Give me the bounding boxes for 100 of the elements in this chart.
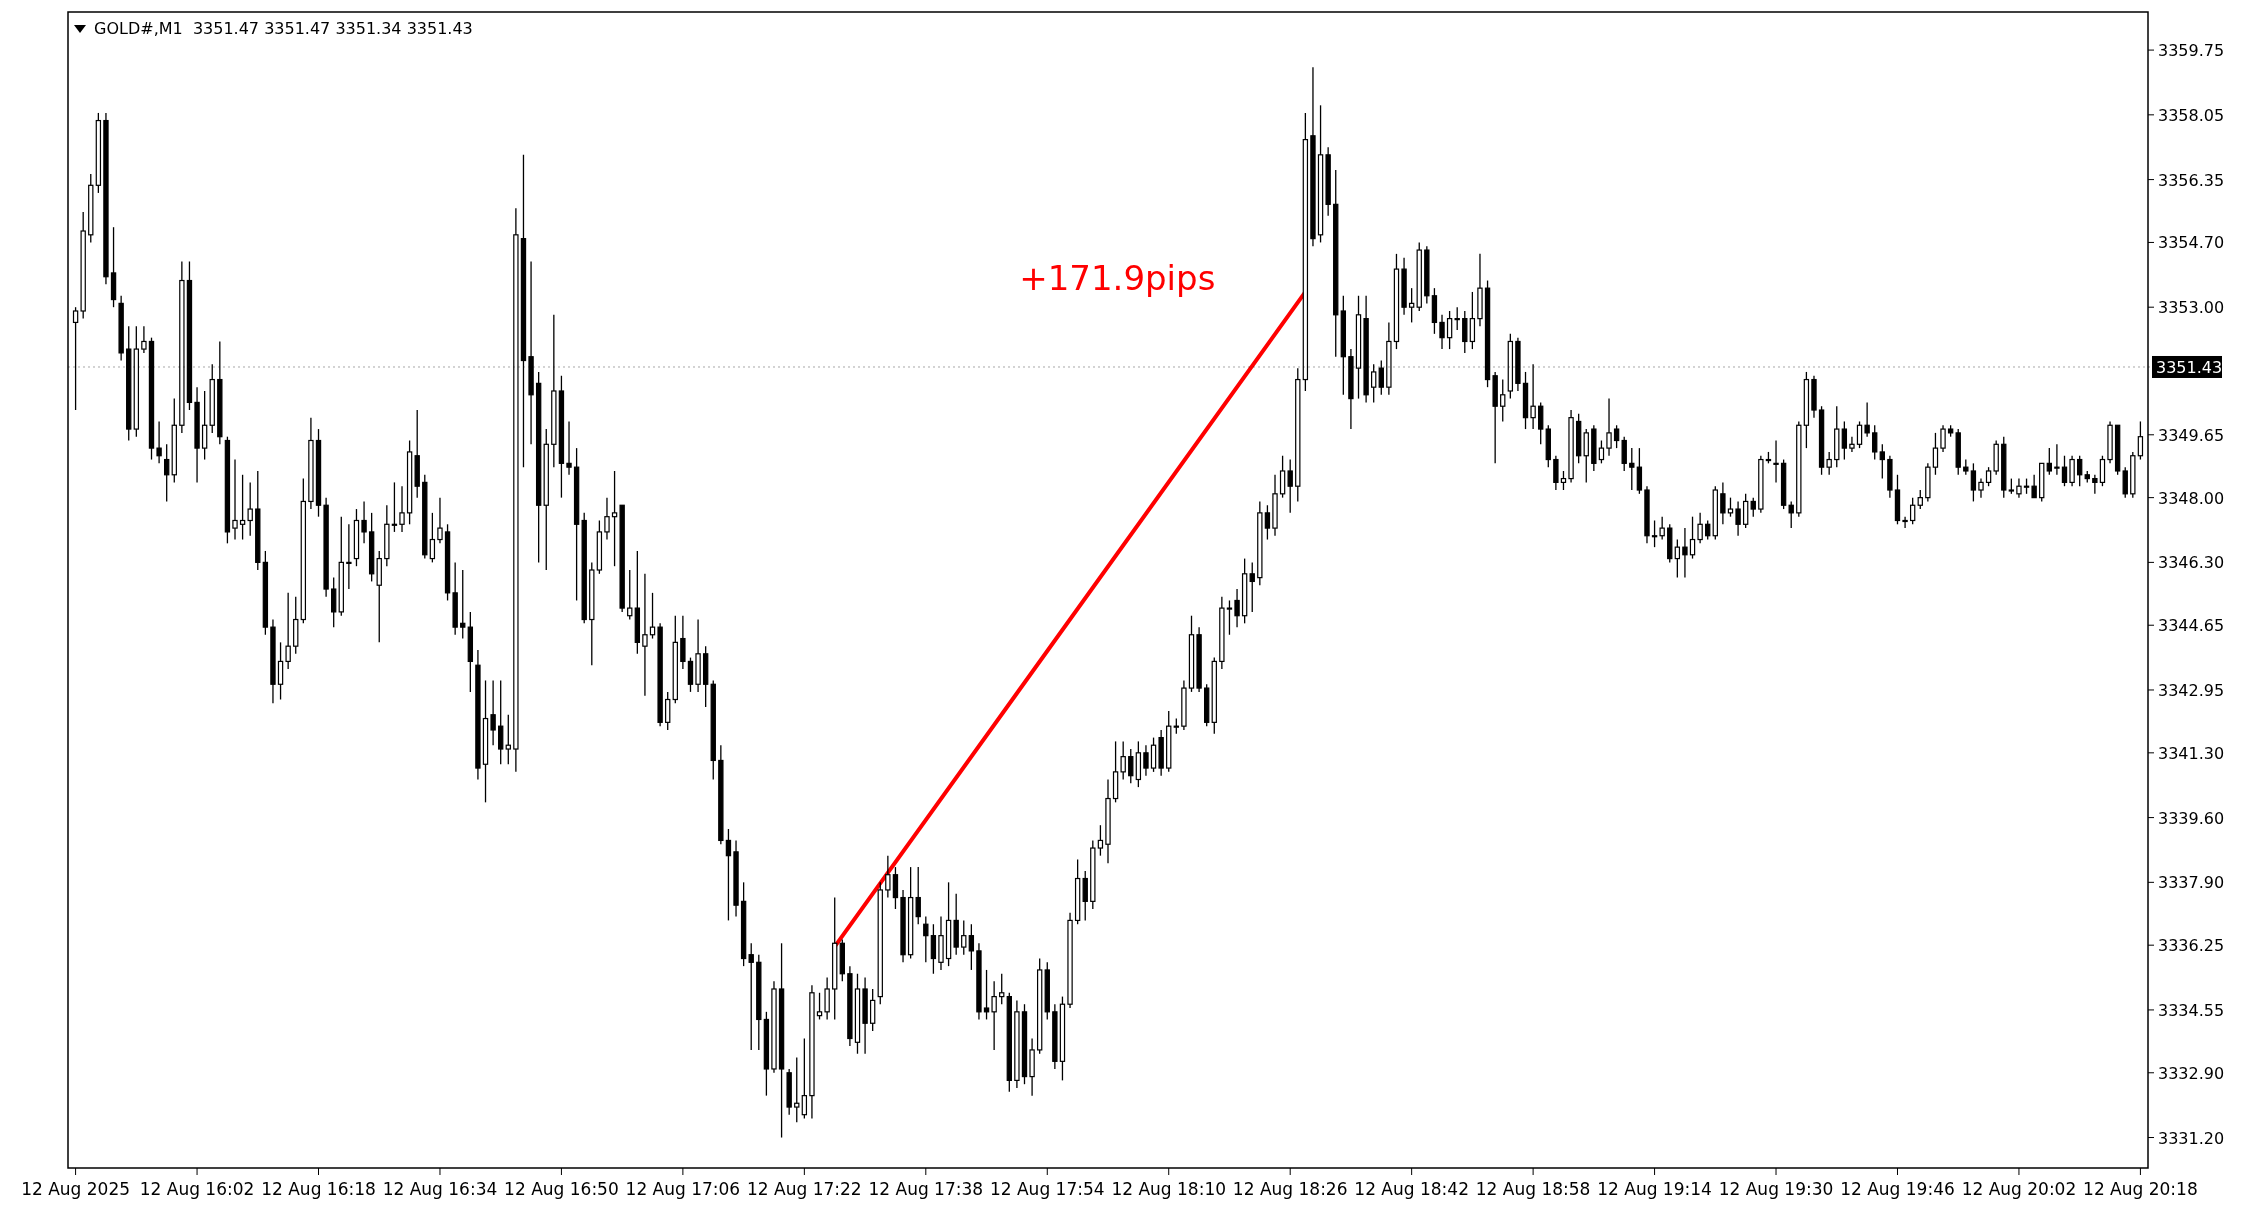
candlestick (1659, 516, 1665, 541)
candlestick (1446, 310, 1453, 350)
x-tick-label: 12 Aug 20:02 (1961, 1179, 2077, 1199)
candlestick (611, 470, 618, 567)
candlestick (1530, 363, 1536, 430)
candlestick (1249, 561, 1255, 613)
candlestick (1689, 516, 1696, 560)
y-tick-label: 3354.70 (2158, 233, 2225, 253)
x-tick-label: 12 Aug 17:06 (625, 1179, 741, 1199)
candlestick (991, 980, 997, 1051)
candlestick (999, 973, 1005, 1005)
candlestick (141, 325, 147, 354)
candlestick (391, 481, 398, 533)
candlestick (801, 1037, 808, 1120)
candlestick (201, 390, 208, 461)
candlestick (1856, 420, 1863, 449)
x-tick-label: 12 Aug 16:02 (139, 1179, 255, 1199)
candlestick (277, 641, 284, 701)
candlestick (1128, 748, 1134, 784)
candlestick (1970, 462, 1977, 503)
x-tick-label: 12 Aug 19:30 (1718, 1179, 1834, 1199)
candlestick (2046, 447, 2053, 476)
y-tick-label: 3331.20 (2158, 1128, 2225, 1148)
y-tick-label: 3356.35 (2158, 170, 2225, 190)
candlestick (1932, 432, 1939, 476)
candlestick (961, 919, 967, 956)
candlestick (2122, 466, 2128, 499)
y-tick-label: 3344.65 (2158, 616, 2225, 636)
candlestick (1750, 496, 1756, 518)
candlestick (968, 923, 975, 971)
candlestick (2031, 474, 2037, 499)
text: GOLD#,M1 3351.47 3351.47 3351.34 3351.43 (94, 19, 473, 38)
candlestick (680, 615, 686, 670)
candlestick (923, 915, 929, 963)
x-tick-label: 12 Aug 18:58 (1475, 1179, 1591, 1199)
candlestick (1538, 401, 1544, 445)
x-tick-label: 12 Aug 16:18 (261, 1179, 376, 1199)
candlestick (604, 496, 610, 541)
y-tick-label: 3342.95 (2158, 680, 2225, 700)
candlestick (2099, 455, 2106, 487)
candlestick (1143, 744, 1149, 777)
candlestick (399, 485, 405, 533)
candlestick (285, 592, 291, 670)
candlestick (156, 420, 162, 464)
candlestick (1674, 538, 1681, 579)
y-tick-label: 3341.30 (2158, 743, 2225, 763)
annotation: +171.9pips (1019, 257, 1216, 298)
y-tick-label: 3349.65 (2158, 425, 2225, 445)
candlestick (1735, 500, 1741, 537)
x-tick-label: 12 Aug 19:14 (1597, 1179, 1712, 1199)
candlestick (1636, 447, 1643, 495)
candlestick (983, 969, 990, 1021)
candlestick (1097, 824, 1104, 857)
candlestick (1849, 436, 1855, 453)
candlestick (498, 679, 504, 765)
x-tick-label: 12 Aug 18:26 (1232, 1179, 1348, 1199)
candlestick (824, 976, 830, 1021)
candlestick (649, 592, 656, 640)
candlestick (1378, 359, 1384, 396)
candlestick (460, 569, 466, 640)
candlestick (247, 481, 253, 537)
x-tick-label: 12 Aug 2025 (21, 1179, 131, 1199)
candlestick (1864, 401, 1870, 438)
candlestick (1408, 287, 1415, 324)
candlestick (1651, 519, 1658, 548)
candlestick (1727, 496, 1734, 518)
x-tick-label: 12 Aug 19:46 (1840, 1179, 1955, 1199)
x-tick-label: 12 Aug 18:42 (1354, 1179, 1469, 1199)
ref-line-label: 3351.43 (2156, 357, 2223, 377)
candlestick (2137, 420, 2144, 461)
y-tick-label: 3339.60 (2158, 808, 2225, 828)
candlestick (1697, 512, 1703, 544)
candlestick (1553, 455, 1559, 491)
candlestick (1469, 291, 1476, 350)
x-tick-label: 12 Aug 20:18 (2083, 1179, 2198, 1199)
y-tick-label: 3336.25 (2158, 936, 2225, 956)
candlestick (1234, 588, 1240, 628)
x-tick-label: 12 Aug 17:22 (747, 1179, 862, 1199)
candlestick (1082, 870, 1088, 922)
candlestick (566, 420, 572, 476)
candlestick (331, 576, 337, 628)
candlestick (232, 458, 238, 541)
candlestick (1279, 455, 1286, 499)
candlestick (869, 988, 876, 1032)
candlestick (885, 855, 891, 899)
candlestick (2092, 474, 2098, 495)
candlestick (2069, 455, 2075, 487)
candlestick (2061, 455, 2068, 487)
candlestick (725, 828, 732, 922)
candlestick (748, 942, 754, 1051)
candlestick (2054, 443, 2060, 476)
y-tick-label: 3353.00 (2158, 298, 2225, 318)
candlestick (1773, 439, 1779, 484)
candlestick (1917, 489, 1923, 510)
candlestick (627, 569, 633, 621)
candlestick (1629, 447, 1635, 491)
candlestick (437, 496, 443, 544)
candlestick (1287, 458, 1293, 514)
candlestick (794, 1056, 800, 1123)
x-tick-label: 12 Aug 16:34 (382, 1179, 498, 1199)
